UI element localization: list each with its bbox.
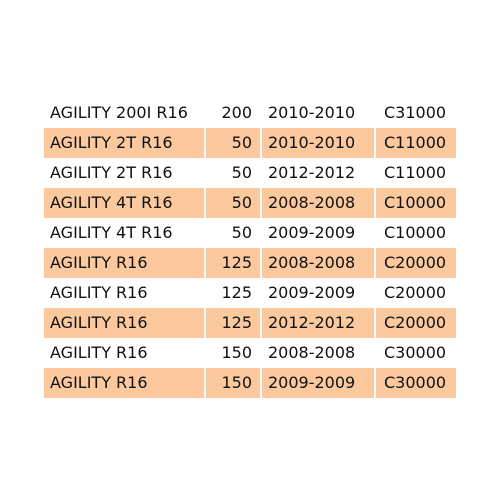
parts-table: AGILITY 200I R16 200 2010-2010 C31000 AGILIT…: [44, 98, 456, 398]
year-range-cell: 2012-2012: [262, 308, 376, 338]
model-cell: AGILITY R16: [44, 248, 206, 278]
engine-cc-cell: 125: [206, 278, 262, 308]
model-cell: AGILITY R16: [44, 338, 206, 368]
year-range-cell: 2009-2009: [262, 278, 376, 308]
engine-cc-cell: 150: [206, 338, 262, 368]
engine-cc-cell: 50: [206, 128, 262, 158]
engine-cc-cell: 125: [206, 248, 262, 278]
engine-cc-cell: 50: [206, 158, 262, 188]
model-cell: AGILITY 200I R16: [44, 98, 206, 128]
engine-cc-cell: 200: [206, 98, 262, 128]
year-range-cell: 2009-2009: [262, 368, 376, 398]
model-cell: AGILITY R16: [44, 308, 206, 338]
year-range-cell: 2008-2008: [262, 248, 376, 278]
year-range-cell: 2010-2010: [262, 128, 376, 158]
table-row: AGILITY 4T R16 50 2009-2009 C10000: [44, 218, 456, 248]
table-row: AGILITY 2T R16 50 2010-2010 C11000: [44, 128, 456, 158]
part-code-cell: C20000: [376, 248, 456, 278]
table-row: AGILITY R16 125 2012-2012 C20000: [44, 308, 456, 338]
model-cell: AGILITY 2T R16: [44, 158, 206, 188]
model-cell: AGILITY 4T R16: [44, 188, 206, 218]
part-code-cell: C11000: [376, 158, 456, 188]
year-range-cell: 2009-2009: [262, 218, 376, 248]
model-cell: AGILITY R16: [44, 368, 206, 398]
part-code-cell: C31000: [376, 98, 456, 128]
part-code-cell: C30000: [376, 368, 456, 398]
engine-cc-cell: 50: [206, 188, 262, 218]
year-range-cell: 2008-2008: [262, 338, 376, 368]
model-cell: AGILITY 2T R16: [44, 128, 206, 158]
engine-cc-cell: 50: [206, 218, 262, 248]
engine-cc-cell: 125: [206, 308, 262, 338]
part-code-cell: C20000: [376, 278, 456, 308]
table-row: AGILITY R16 125 2009-2009 C20000: [44, 278, 456, 308]
table-row: AGILITY R16 125 2008-2008 C20000: [44, 248, 456, 278]
model-cell: AGILITY 4T R16: [44, 218, 206, 248]
part-code-cell: C10000: [376, 218, 456, 248]
table-row: AGILITY R16 150 2008-2008 C30000: [44, 338, 456, 368]
table-row: AGILITY 4T R16 50 2008-2008 C10000: [44, 188, 456, 218]
table-row: AGILITY R16 150 2009-2009 C30000: [44, 368, 456, 398]
model-cell: AGILITY R16: [44, 278, 206, 308]
part-code-cell: C20000: [376, 308, 456, 338]
year-range-cell: 2008-2008: [262, 188, 376, 218]
part-code-cell: C30000: [376, 338, 456, 368]
year-range-cell: 2010-2010: [262, 98, 376, 128]
part-code-cell: C10000: [376, 188, 456, 218]
year-range-cell: 2012-2012: [262, 158, 376, 188]
table-row: AGILITY 200I R16 200 2010-2010 C31000: [44, 98, 456, 128]
table-row: AGILITY 2T R16 50 2012-2012 C11000: [44, 158, 456, 188]
part-code-cell: C11000: [376, 128, 456, 158]
engine-cc-cell: 150: [206, 368, 262, 398]
